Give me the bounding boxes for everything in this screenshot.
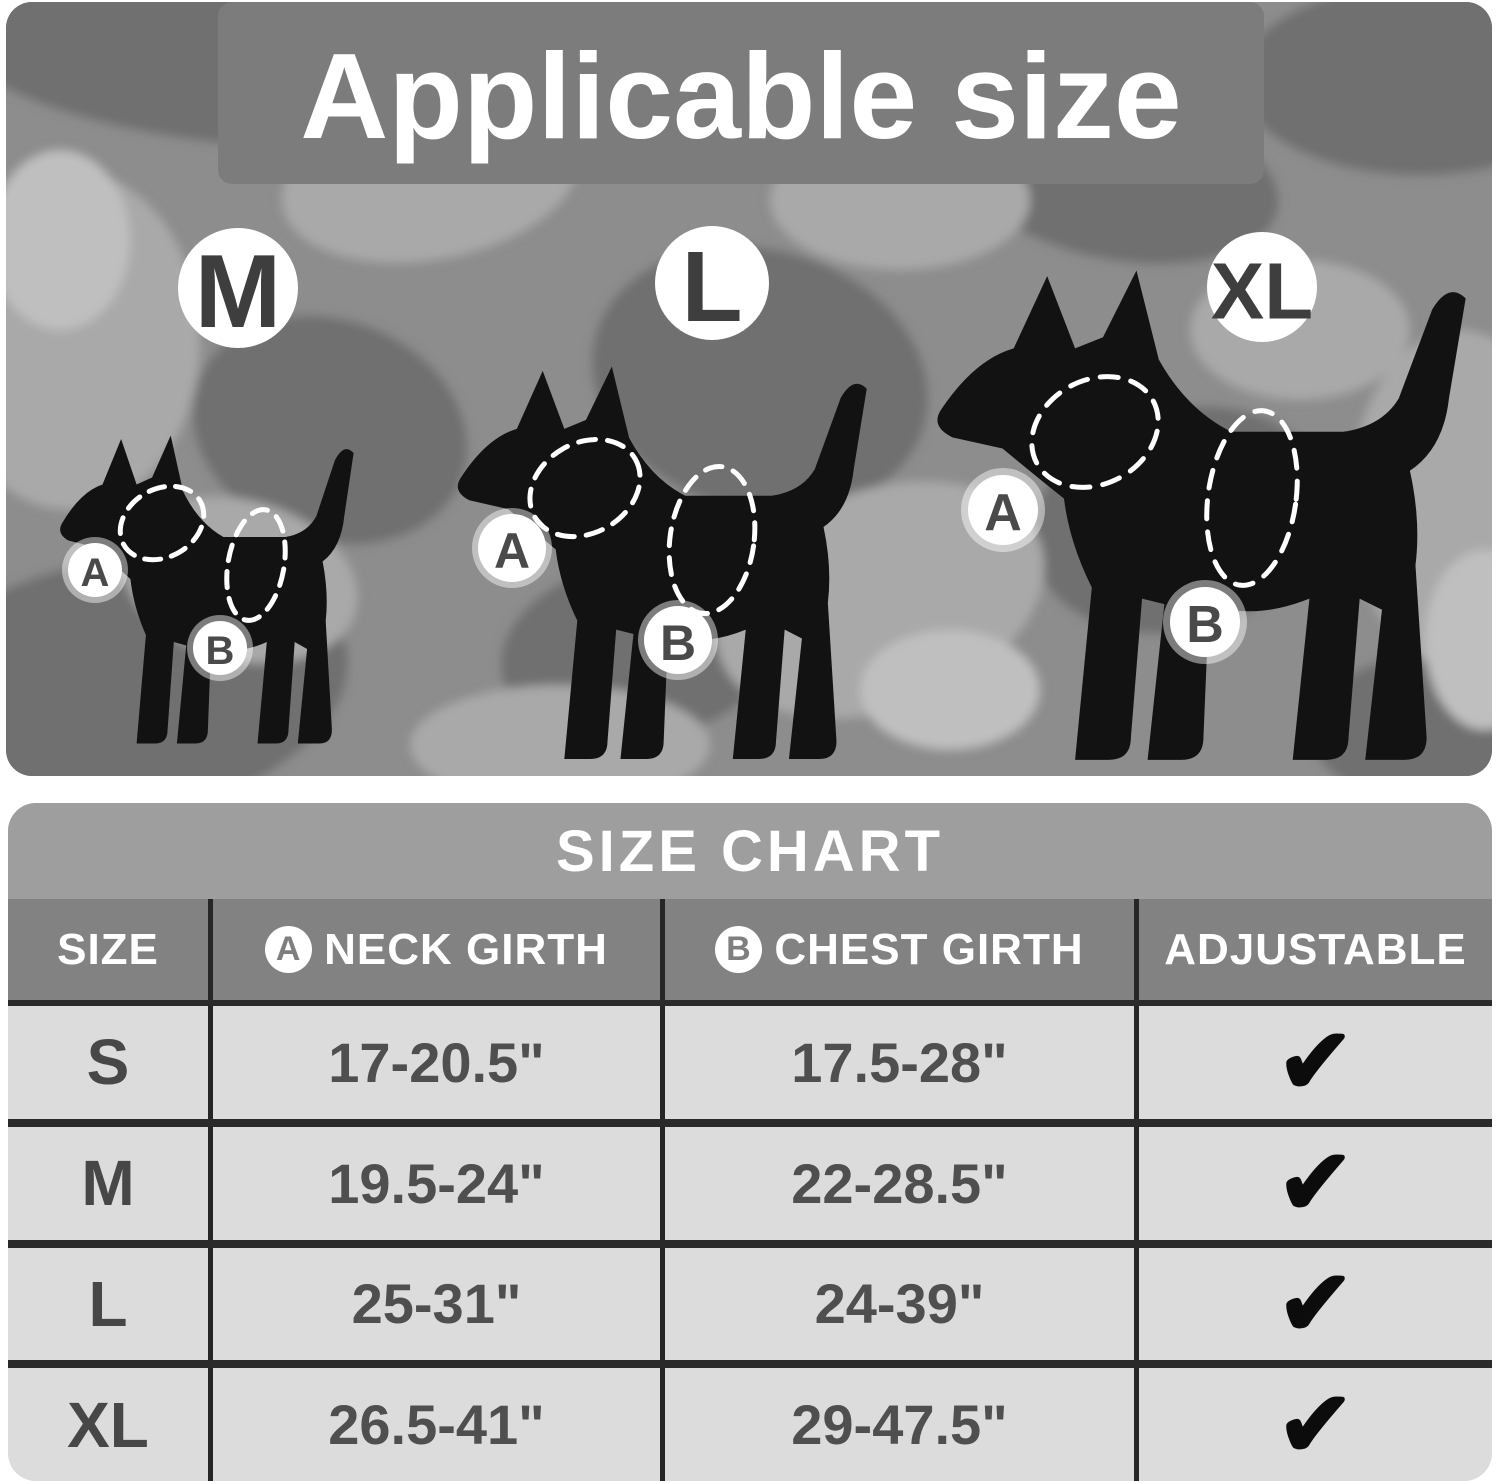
size-diagram: Applicable size M A B: [6, 2, 1492, 776]
size-chart-table: SIZE CHART SIZE A NECK GIRTH B CHEST GIR…: [8, 803, 1492, 1481]
badge-a-l: A: [472, 508, 552, 588]
badge-a-icon: A: [265, 926, 313, 973]
col-header-chest-label: CHEST GIRTH: [774, 924, 1084, 974]
col-header-size: SIZE: [57, 924, 159, 974]
size-cell: XL: [67, 1388, 149, 1461]
check-icon: ✔: [1134, 1368, 1492, 1481]
neck-girth-ellipse-l: [527, 436, 643, 540]
dog-figure-l: L A B: [457, 226, 867, 759]
chest-girth-ellipse-m: [224, 507, 288, 623]
dog-silhouette-l: [457, 366, 867, 759]
chest-girth-ellipse-l: [666, 463, 758, 617]
badge-a-m: A: [62, 537, 128, 603]
badge-b-l: B: [638, 600, 718, 680]
neck-cell: 26.5-41": [208, 1368, 660, 1481]
title-banner: [218, 2, 1264, 184]
neck-girth-ellipse-xl: [1029, 374, 1161, 490]
svg-text:B: B: [1186, 596, 1224, 654]
col-header-neck-girth: A NECK GIRTH: [208, 899, 660, 1000]
size-circle-xl: XL: [1207, 232, 1317, 342]
svg-text:A: A: [494, 523, 530, 579]
size-cell: M: [81, 1147, 135, 1220]
size-circle-m: M: [178, 228, 298, 350]
table-row-m: M 19.5-24" 22-28.5" ✔: [8, 1118, 1492, 1240]
chest-cell: 17.5-28": [660, 1006, 1134, 1119]
badge-b-icon: B: [715, 926, 763, 973]
col-header-neck-label: NECK GIRTH: [324, 924, 608, 974]
svg-text:L: L: [681, 231, 742, 343]
svg-text:A: A: [984, 484, 1022, 542]
size-circle-l: L: [655, 226, 769, 343]
chest-girth-ellipse-xl: [1204, 408, 1300, 588]
svg-text:B: B: [206, 629, 235, 673]
table-header-row: SIZE A NECK GIRTH B CHEST GIRTH ADJUSTAB…: [8, 899, 1492, 1000]
neck-cell: 19.5-24": [208, 1126, 660, 1240]
chest-cell: 24-39": [660, 1247, 1134, 1361]
col-header-adjustable: ADJUSTABLE: [1134, 899, 1492, 1000]
size-cell: L: [88, 1267, 128, 1340]
neck-girth-ellipse-m: [117, 483, 207, 563]
badge-b-m: B: [187, 615, 253, 681]
table-row-l: L 25-31" 24-39" ✔: [8, 1239, 1492, 1361]
neck-cell: 17-20.5": [208, 1006, 660, 1119]
check-icon: ✔: [1134, 1247, 1492, 1361]
chest-cell: 29-47.5": [660, 1368, 1134, 1481]
svg-text:A: A: [81, 551, 110, 595]
page-title: Applicable size: [300, 28, 1181, 164]
check-icon: ✔: [1134, 1006, 1492, 1119]
chest-cell: 22-28.5": [660, 1126, 1134, 1240]
dog-figure-xl: XL A B: [937, 232, 1466, 760]
badge-a-xl: A: [961, 468, 1045, 552]
svg-text:B: B: [660, 615, 696, 671]
dog-silhouette-m: [60, 435, 354, 744]
svg-text:XL: XL: [1211, 247, 1313, 336]
table-title: SIZE CHART: [8, 803, 1492, 899]
col-header-chest-girth: B CHEST GIRTH: [660, 899, 1134, 1000]
table-row-xl: XL 26.5-41" 29-47.5" ✔: [8, 1360, 1492, 1481]
table-row-s: S 17-20.5" 17.5-28" ✔: [8, 1000, 1492, 1119]
size-cell: S: [86, 1026, 130, 1099]
badge-b-xl: B: [1163, 580, 1247, 664]
check-icon: ✔: [1134, 1126, 1492, 1240]
svg-text:M: M: [195, 234, 282, 350]
dog-figure-m: M A B: [60, 228, 354, 744]
neck-cell: 25-31": [208, 1247, 660, 1361]
dog-silhouette-xl: [937, 270, 1466, 760]
